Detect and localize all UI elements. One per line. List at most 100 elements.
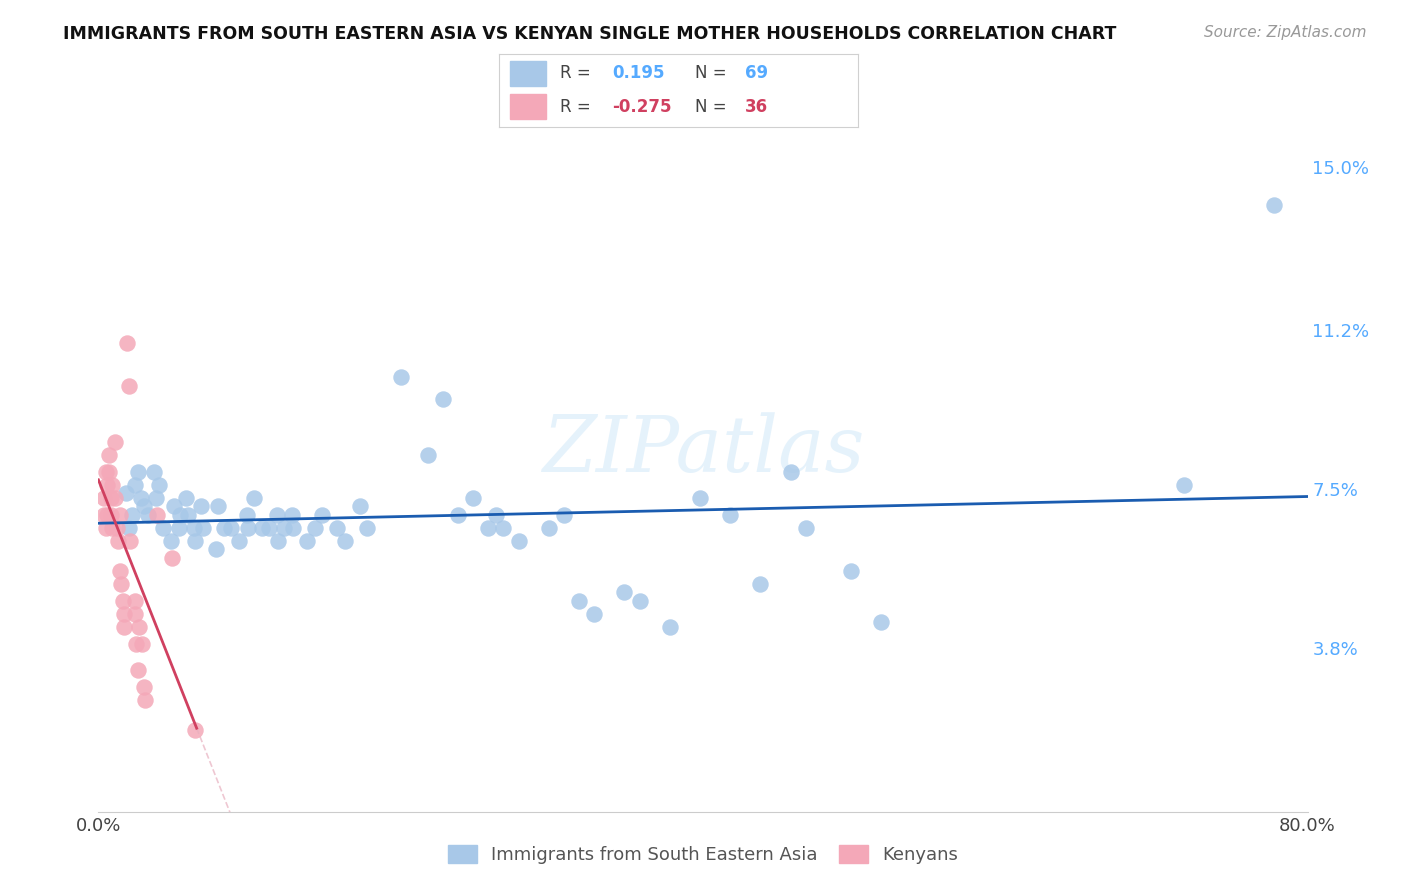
Point bbox=[794, 521, 817, 535]
Point bbox=[463, 491, 485, 505]
Point bbox=[143, 465, 166, 479]
Point bbox=[283, 521, 305, 535]
Point bbox=[485, 508, 508, 522]
Point bbox=[98, 448, 121, 462]
Point bbox=[101, 521, 124, 535]
Point bbox=[127, 663, 149, 677]
Point bbox=[749, 576, 772, 591]
Point bbox=[108, 508, 131, 522]
Point bbox=[689, 491, 711, 505]
Point bbox=[1173, 478, 1195, 492]
Point bbox=[349, 500, 371, 514]
Point bbox=[112, 620, 135, 634]
Point bbox=[205, 542, 228, 557]
Text: -0.275: -0.275 bbox=[612, 98, 672, 116]
Point bbox=[273, 521, 295, 535]
Point bbox=[718, 508, 741, 522]
Point bbox=[124, 594, 146, 608]
Point bbox=[266, 508, 288, 522]
Point bbox=[174, 491, 197, 505]
Point bbox=[145, 491, 167, 505]
Point bbox=[110, 576, 132, 591]
Point bbox=[100, 508, 122, 522]
Legend: Immigrants from South Eastern Asia, Kenyans: Immigrants from South Eastern Asia, Keny… bbox=[440, 838, 966, 871]
Point bbox=[236, 521, 259, 535]
Point bbox=[537, 521, 560, 535]
Bar bbox=[510, 61, 546, 86]
Point bbox=[628, 594, 651, 608]
Point bbox=[447, 508, 470, 522]
Point bbox=[267, 533, 290, 548]
Point bbox=[326, 521, 349, 535]
Text: R =: R = bbox=[560, 64, 596, 82]
Point bbox=[136, 508, 159, 522]
Point bbox=[207, 500, 229, 514]
Point bbox=[115, 335, 138, 350]
Point bbox=[108, 564, 131, 578]
Point bbox=[118, 521, 141, 535]
Point bbox=[114, 486, 136, 500]
Point bbox=[221, 521, 243, 535]
Point bbox=[124, 478, 146, 492]
Point bbox=[104, 491, 127, 505]
Point bbox=[152, 521, 174, 535]
Point bbox=[146, 508, 169, 522]
Text: 0.195: 0.195 bbox=[612, 64, 665, 82]
Point bbox=[120, 533, 142, 548]
Point bbox=[613, 585, 636, 599]
Point bbox=[162, 551, 184, 566]
Text: Source: ZipAtlas.com: Source: ZipAtlas.com bbox=[1204, 25, 1367, 40]
Point bbox=[176, 508, 198, 522]
Text: ZIPatlas: ZIPatlas bbox=[541, 412, 865, 489]
Point bbox=[128, 620, 150, 634]
Point bbox=[304, 521, 326, 535]
Point bbox=[311, 508, 333, 522]
Point bbox=[104, 434, 127, 449]
Point bbox=[125, 637, 148, 651]
Point bbox=[160, 533, 183, 548]
Point bbox=[93, 491, 115, 505]
Point bbox=[257, 521, 280, 535]
Point bbox=[477, 521, 499, 535]
Point bbox=[148, 478, 170, 492]
Point bbox=[167, 521, 190, 535]
Point bbox=[839, 564, 862, 578]
Point bbox=[243, 491, 266, 505]
Point bbox=[100, 491, 122, 505]
Point bbox=[127, 465, 149, 479]
Point bbox=[281, 508, 304, 522]
Point bbox=[184, 533, 207, 548]
Point bbox=[96, 478, 118, 492]
Point bbox=[94, 465, 117, 479]
Point bbox=[93, 508, 115, 522]
Point bbox=[184, 723, 207, 737]
Point bbox=[228, 533, 250, 548]
Bar bbox=[510, 95, 546, 120]
Text: 69: 69 bbox=[745, 64, 768, 82]
Point bbox=[295, 533, 318, 548]
Point bbox=[658, 620, 681, 634]
Text: 36: 36 bbox=[745, 98, 768, 116]
Point bbox=[389, 370, 412, 384]
Point bbox=[212, 521, 235, 535]
Point bbox=[191, 521, 214, 535]
Point bbox=[333, 533, 356, 548]
Point bbox=[183, 521, 205, 535]
Point bbox=[568, 594, 591, 608]
Text: IMMIGRANTS FROM SOUTH EASTERN ASIA VS KENYAN SINGLE MOTHER HOUSEHOLDS CORRELATIO: IMMIGRANTS FROM SOUTH EASTERN ASIA VS KE… bbox=[63, 25, 1116, 43]
Point bbox=[169, 508, 191, 522]
Text: R =: R = bbox=[560, 98, 596, 116]
Point bbox=[124, 607, 146, 621]
Point bbox=[250, 521, 273, 535]
Point bbox=[134, 693, 156, 707]
Point bbox=[432, 392, 454, 406]
Point bbox=[190, 500, 212, 514]
Point bbox=[107, 533, 129, 548]
Point bbox=[96, 508, 118, 522]
Point bbox=[121, 508, 143, 522]
Point bbox=[111, 594, 134, 608]
Point bbox=[1263, 198, 1285, 212]
Point bbox=[583, 607, 606, 621]
Point bbox=[101, 478, 124, 492]
Point bbox=[132, 500, 155, 514]
